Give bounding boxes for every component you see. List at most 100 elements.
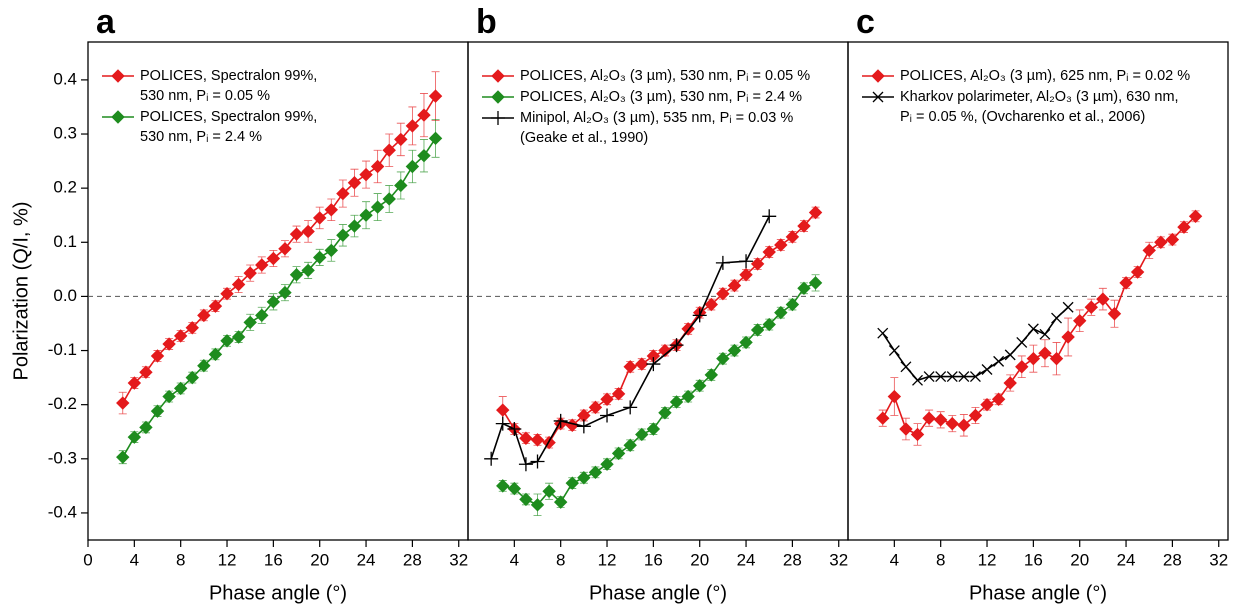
data-point (116, 450, 130, 464)
data-point (611, 387, 626, 401)
data-point (255, 258, 269, 272)
data-point (981, 364, 993, 375)
data-point (774, 238, 788, 252)
data-point (491, 69, 505, 83)
data-point (116, 396, 130, 410)
data-point (692, 308, 707, 323)
data-point (139, 420, 153, 435)
data-point (231, 330, 246, 344)
data-point (1039, 328, 1051, 340)
data-point (1061, 330, 1075, 344)
data-point (173, 329, 188, 343)
legend-label: POLICES, Spectralon 99%, 530 nm, Pᵢ = 2.… (140, 109, 318, 145)
data-point (428, 89, 443, 103)
data-point (266, 295, 281, 309)
data-point (1026, 351, 1041, 366)
data-point (111, 110, 125, 124)
x-axis-label: Phase angle (°) (969, 582, 1107, 604)
data-point (1016, 336, 1028, 348)
data-point (197, 358, 211, 373)
legend-swatch (482, 90, 514, 104)
data-point (888, 345, 900, 357)
data-point (289, 227, 304, 241)
data-point (1165, 232, 1180, 247)
data-point (220, 334, 234, 348)
data-point (704, 297, 719, 312)
data-point (945, 416, 959, 431)
data-point (1003, 376, 1017, 390)
data-point (704, 368, 719, 382)
data-point (185, 321, 199, 335)
data-point (762, 245, 776, 259)
x-tick-label: 32 (449, 550, 468, 569)
data-point (900, 361, 912, 373)
legend-swatch (862, 91, 894, 103)
data-point (162, 337, 176, 351)
data-point (912, 374, 923, 386)
data-point (301, 224, 315, 239)
data-point (243, 266, 257, 280)
x-tick-label: 24 (737, 550, 756, 569)
series-line (122, 137, 437, 458)
data-point (993, 355, 1005, 367)
data-point (935, 371, 947, 382)
data-point (877, 327, 889, 339)
series-line (502, 282, 816, 506)
data-point (946, 371, 958, 382)
legend-item: POLICES, Spectralon 99%, 530 nm, Pᵢ = 2.… (100, 107, 317, 147)
data-point (542, 484, 556, 498)
x-tick-label: 16 (264, 550, 283, 569)
legend-item: Minipol, Al₂O₃ (3 µm), 535 nm, Pᵢ = 0.03… (480, 108, 810, 148)
data-point (519, 431, 533, 445)
x-tick-label: 8 (936, 550, 945, 569)
data-point (980, 397, 994, 412)
data-point (808, 205, 823, 220)
data-point (370, 200, 385, 214)
data-point (336, 228, 350, 242)
legend-item: Kharkov polarimeter, Al₂O₃ (3 µm), 630 n… (860, 87, 1190, 127)
x-tick-label: 12 (978, 550, 997, 569)
x-tick-label: 20 (1070, 550, 1089, 569)
data-point (324, 203, 339, 217)
data-point (762, 209, 777, 224)
data-point (872, 91, 884, 103)
legend-swatch (482, 69, 514, 83)
data-point (382, 143, 396, 157)
plot-frame (847, 41, 1229, 541)
data-point (739, 335, 753, 350)
data-point (491, 90, 505, 104)
data-point (312, 211, 327, 225)
data-point (359, 208, 373, 222)
data-point (692, 379, 707, 393)
data-point (646, 422, 661, 436)
data-point (600, 408, 615, 423)
legend-item: POLICES, Spectralon 99%, 530 nm, Pᵢ = 0.… (100, 66, 317, 106)
data-point (530, 454, 545, 469)
data-point (519, 492, 533, 507)
data-point (405, 159, 420, 174)
x-tick-label: 8 (176, 550, 185, 569)
data-point (739, 268, 753, 282)
data-point (1073, 314, 1087, 328)
data-point (716, 286, 730, 301)
data-point (957, 418, 971, 432)
data-point (1096, 292, 1110, 306)
x-tick-label: 28 (783, 550, 802, 569)
x-tick-label: 32 (1209, 550, 1228, 569)
x-axis-label: Phase angle (°) (589, 582, 727, 604)
legend-label: POLICES, Al₂O₃ (3 µm), 625 nm, Pᵢ = 0.02… (900, 68, 1191, 84)
data-point (797, 219, 811, 233)
legend-item: POLICES, Al₂O₃ (3 µm), 530 nm, Pᵢ = 2.4 … (480, 87, 810, 107)
data-point (658, 343, 672, 358)
x-tick-label: 12 (598, 550, 617, 569)
data-point (394, 178, 408, 193)
data-point (1038, 346, 1052, 360)
data-point (588, 400, 603, 415)
data-point (417, 148, 431, 163)
data-point (496, 403, 510, 417)
y-tick-label: 0.0 (53, 286, 77, 305)
panel-letter: c (856, 3, 875, 41)
data-point (1188, 209, 1203, 224)
data-point (530, 498, 545, 512)
